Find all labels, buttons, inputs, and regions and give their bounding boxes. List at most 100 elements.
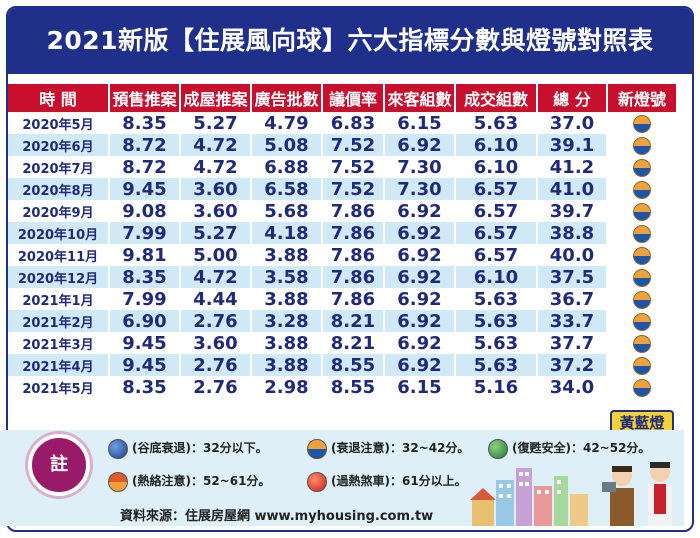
ads-cell: 6.58 [252,178,321,200]
time-cell: 2020年10月 [8,222,108,244]
time-cell: 2020年5月 [22,117,94,133]
bargain-rate-cell: 7.86 [330,288,376,310]
presale-cell: 9.45 [122,332,167,354]
presale-cell: 7.99 [110,222,179,244]
bargain-rate-cell: 8.55 [323,354,383,376]
deals-cell: 6.57 [473,200,519,222]
visitors-cell: 6.92 [397,332,442,354]
deals-cell: 6.57 [456,178,536,200]
completed-cell: 5.27 [193,112,238,134]
time-cell: 2021年1月 [22,293,94,309]
lamp-cell [608,156,676,178]
presale-cell: 8.35 [110,266,179,288]
time-cell: 2021年2月 [8,310,108,332]
presale-cell: 9.45 [110,178,179,200]
ads-cell: 2.98 [264,376,309,398]
time-cell: 2020年9月 [22,205,94,221]
bargain-rate-cell: 7.86 [323,266,383,288]
header-completed: 成屋推案 [181,84,250,112]
ads-cell: 3.88 [264,332,309,354]
time-cell: 2021年3月 [22,337,94,353]
header-deals: 成交組數 [456,84,536,112]
bargain-rate-cell: 7.52 [323,178,383,200]
deals-cell: 6.10 [456,134,536,156]
visitors-cell: 6.92 [397,200,442,222]
yellow-blue-light-icon [633,378,651,397]
legend-text: (谷底衰退)：32分以下。 [132,441,268,455]
yellow-blue-light-icon [633,246,651,265]
yellow-blue-light-icon [633,334,651,353]
presale-cell: 8.72 [122,156,167,178]
table-row: 2021年3月 9.45 3.60 3.88 8.21 6.92 5.63 37.7 [8,332,676,354]
ads-cell: 5.08 [252,134,321,156]
table-row: 2020年5月 8.35 5.27 4.79 6.83 6.15 5.63 37.0 [8,112,676,134]
total-cell: 41.2 [549,156,595,178]
source-note: 資料來源：住展房屋網 www.myhousing.com.tw [120,509,434,524]
table-row: 2020年9月 9.08 3.60 5.68 7.86 6.92 6.57 39.7 [8,200,676,222]
deals-cell: 5.63 [456,310,536,332]
total-cell: 33.7 [538,310,606,332]
red-yellow-light-icon [108,471,128,492]
header-lamp: 新燈號 [608,84,676,112]
lamp-cell [608,178,676,200]
presale-cell: 9.81 [122,244,167,266]
legend-item-red-yellow: (熱絡注意)：52~61分。 [108,470,270,492]
presale-cell: 7.99 [122,288,167,310]
legend-text: (復甦安全)：42~52分。 [512,441,651,455]
page-title: 2021新版【住展風向球】六大指標分數與燈號對照表 [8,8,692,74]
ads-cell: 3.88 [264,244,309,266]
visitors-cell: 6.15 [397,112,442,134]
total-cell: 39.7 [549,200,595,222]
lamp-cell [608,222,676,244]
presale-cell: 8.35 [122,112,167,134]
completed-cell: 4.72 [181,134,250,156]
time-cell: 2020年7月 [22,161,94,177]
visitors-cell: 6.92 [397,244,442,266]
lamp-cell [608,332,676,354]
yellow-blue-light-icon [633,290,651,309]
lamp-cell [608,288,676,310]
legend-text: (過熱煞車)：61分以上。 [331,474,467,488]
completed-cell: 5.27 [181,222,250,244]
completed-cell: 4.72 [193,156,238,178]
ads-cell: 3.58 [252,266,321,288]
deals-cell: 6.57 [473,244,519,266]
ads-cell: 3.88 [252,354,321,376]
time-cell: 2020年11月 [17,249,99,265]
people-illustration [602,462,672,526]
ads-cell: 4.79 [264,112,309,134]
yellow-blue-light-icon [633,114,651,133]
lamp-cell [608,112,676,134]
completed-cell: 4.72 [181,266,250,288]
total-cell: 37.0 [549,112,595,134]
yellow-blue-light-icon [633,202,651,221]
bargain-rate-cell: 6.83 [330,112,376,134]
legend-text: (衰退注意)：32~42分。 [331,441,470,455]
table-row: 2020年7月 8.72 4.72 6.88 7.52 7.30 6.10 41.2 [8,156,676,178]
visitors-cell: 6.92 [385,134,454,156]
table-row: 2020年6月 8.72 4.72 5.08 7.52 6.92 6.10 39.1 [8,134,676,156]
completed-cell: 5.00 [193,244,238,266]
ads-cell: 3.88 [264,288,309,310]
yellow-blue-light-icon [633,356,651,375]
table-row: 2020年8月 9.45 3.60 6.58 7.52 7.30 6.57 41.0 [8,178,676,200]
presale-cell: 6.90 [110,310,179,332]
table-row: 2021年2月 6.90 2.76 3.28 8.21 6.92 5.63 33.7 [8,310,676,332]
presale-cell: 9.45 [110,354,179,376]
deals-cell: 5.63 [473,288,519,310]
note-badge: 註 [28,434,90,496]
completed-cell: 2.76 [181,310,250,332]
table-row: 2021年4月 9.45 2.76 3.88 8.55 6.92 5.63 37.2 [8,354,676,376]
ads-cell: 3.28 [252,310,321,332]
bargain-rate-cell: 7.52 [330,156,376,178]
deals-cell: 6.10 [456,266,536,288]
visitors-cell: 6.92 [385,354,454,376]
total-cell: 38.8 [538,222,606,244]
bargain-rate-cell: 7.86 [323,222,383,244]
total-cell: 40.0 [549,244,595,266]
header-ads: 廣告批數 [252,84,321,112]
visitors-cell: 6.15 [397,376,442,398]
total-cell: 36.7 [549,288,595,310]
presale-cell: 9.08 [122,200,167,222]
total-cell: 39.1 [538,134,606,156]
